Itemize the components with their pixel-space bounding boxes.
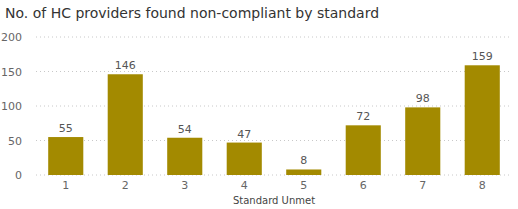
bar bbox=[108, 74, 143, 175]
data-label: 159 bbox=[472, 50, 493, 63]
data-label: 54 bbox=[178, 123, 192, 136]
x-tick-label: 7 bbox=[419, 179, 426, 192]
data-label: 146 bbox=[115, 59, 136, 72]
grid-line bbox=[36, 140, 512, 141]
bar bbox=[346, 125, 381, 175]
x-tick-label: 3 bbox=[181, 179, 188, 192]
x-tick-label: 8 bbox=[479, 179, 486, 192]
bar bbox=[227, 143, 262, 175]
grid-line bbox=[36, 106, 512, 107]
x-tick-label: 6 bbox=[360, 179, 367, 192]
bar bbox=[405, 107, 440, 175]
bar bbox=[48, 137, 83, 175]
data-label: 72 bbox=[356, 110, 370, 123]
data-label: 47 bbox=[237, 128, 251, 141]
bar bbox=[465, 65, 500, 175]
chart-container: No. of HC providers found non-compliant … bbox=[0, 0, 518, 209]
x-tick-label: 4 bbox=[241, 179, 248, 192]
chart-svg: No. of HC providers found non-compliant … bbox=[0, 0, 518, 209]
data-label: 55 bbox=[59, 122, 73, 135]
x-axis-label: Standard Unmet bbox=[233, 195, 315, 206]
grid-line bbox=[36, 71, 512, 72]
grid-line bbox=[36, 175, 512, 176]
y-tick-label: 100 bbox=[1, 100, 22, 113]
title: No. of HC providers found non-compliant … bbox=[5, 5, 379, 21]
bars bbox=[48, 65, 500, 175]
y-tick-label: 50 bbox=[8, 135, 22, 148]
bar bbox=[167, 138, 202, 175]
x-tick-label: 5 bbox=[300, 179, 307, 192]
x-tick-label: 2 bbox=[122, 179, 129, 192]
y-tick-label: 200 bbox=[1, 31, 22, 44]
x-tick-label: 1 bbox=[62, 179, 69, 192]
data-label: 98 bbox=[416, 92, 430, 105]
data-label: 8 bbox=[300, 154, 307, 167]
y-tick-label: 150 bbox=[1, 66, 22, 79]
bar bbox=[286, 169, 321, 175]
grid bbox=[36, 37, 512, 175]
y-tick-label: 0 bbox=[15, 169, 22, 182]
grid-line bbox=[36, 37, 512, 38]
